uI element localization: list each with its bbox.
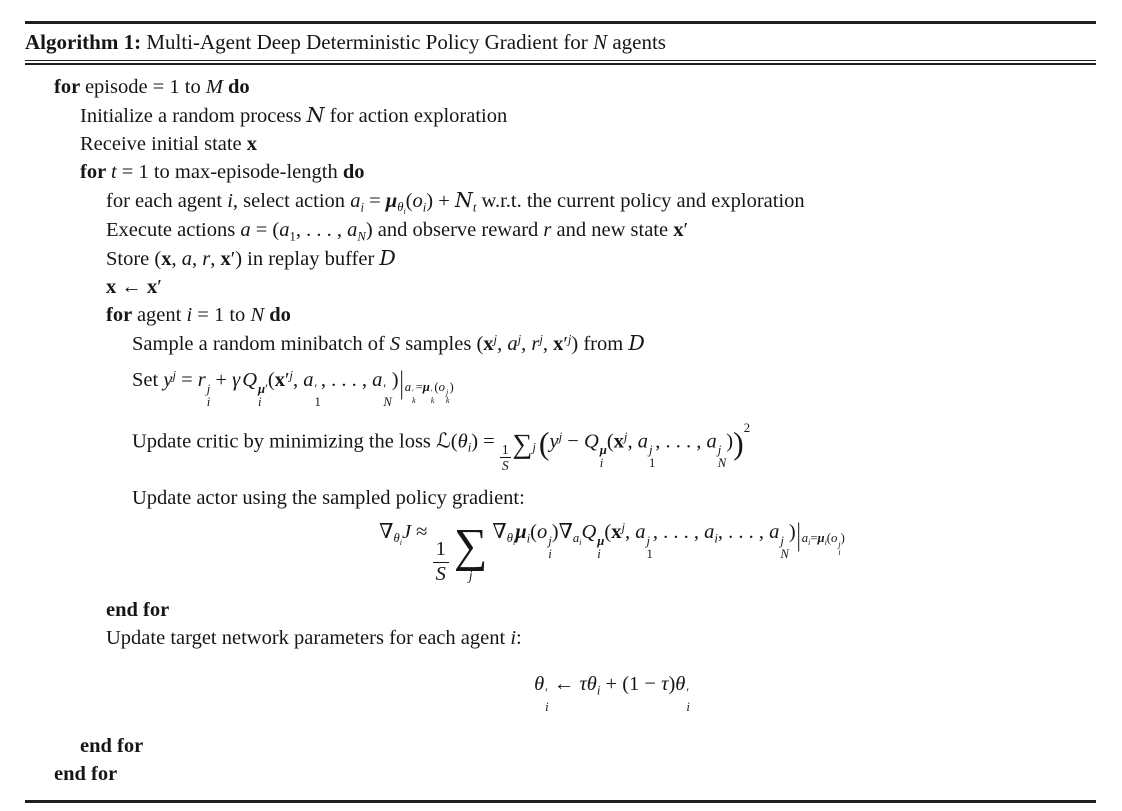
algorithm-title: Algorithm 1: Multi-Agent Deep Determinis… (25, 30, 666, 54)
title-separator-rule (25, 60, 1096, 65)
evaluated-at-bar: |a ′ k =μ ′ k (o j k) (399, 365, 454, 406)
code-line: for each agent i, select action ai = μθi… (106, 188, 805, 217)
code-line: for episode = 1 to M do (54, 76, 250, 98)
code-line: Update target network parameters for eac… (106, 627, 522, 650)
code-line: Execute actions a = (a1, . . . , aN) and… (106, 219, 688, 244)
calligraphic-letter: N (306, 103, 325, 127)
code-line: end for (54, 763, 118, 786)
code-line: Receive initial state x (80, 133, 258, 155)
math-symbol: − (644, 673, 656, 696)
code-line: for t = 1 to max-episode-length do (80, 161, 365, 183)
supsub-stack: ′ N (383, 382, 392, 410)
math-symbol: ∇ (558, 520, 573, 543)
calligraphic-letter: D (379, 246, 396, 271)
supsub-stack: ′ 1 (314, 382, 321, 410)
sum-symbol: ∑ (512, 428, 533, 460)
big-delimiter: ) (733, 425, 744, 461)
code-line: Update actor using the sampled policy gr… (132, 486, 525, 509)
code-line: end for (80, 735, 144, 758)
evaluated-at-bar: |ai=μi(o j i) (796, 517, 845, 557)
calligraphic-letter: N (454, 188, 473, 212)
display-equation: θ ′ i ← τθi + (1 − τ)θ ′ i (534, 673, 690, 714)
code-line: end for (106, 599, 170, 622)
supsub-stack: ′ k (412, 387, 416, 406)
math-symbol: ∇ (379, 520, 394, 543)
code-line: x ← x′ (106, 276, 162, 299)
math-symbol: ← (548, 673, 580, 696)
calligraphic-letter: D (628, 331, 645, 356)
code-line: Update critic by minimizing the loss ℒ(θ… (132, 420, 751, 474)
code-line: Store (x, a, r, x′) in replay buffer D (106, 246, 396, 271)
top-rule (25, 21, 1096, 24)
math-symbol: ∇ (492, 520, 507, 543)
code-line: Initialize a random process N for action… (80, 103, 508, 127)
algorithm-body: for episode = 1 to M do Initialize a rand… (0, 73, 1122, 788)
big-delimiter: ( (538, 425, 550, 461)
supsub-stack: ′ i (686, 686, 690, 714)
code-line: Sample a random minibatch of S samples (… (132, 331, 645, 356)
math-symbol: ≈ (411, 520, 433, 543)
supsub-stack: ′ k (430, 387, 435, 406)
code-line: for agent i = 1 to N do (106, 304, 291, 327)
math-symbol: − (562, 429, 584, 452)
script-L: ℒ (436, 427, 451, 452)
sum-operator: ∑j (512, 428, 536, 460)
bottom-rule (25, 800, 1096, 804)
supsub-stack: μ′ i (258, 382, 268, 410)
sum-operator: ∑j (453, 520, 488, 584)
sum-symbol: ∑ (453, 520, 488, 573)
exponent: 2 (743, 420, 751, 435)
supsub-stack: ′ i (545, 686, 549, 714)
math-symbol: ← (116, 276, 147, 299)
